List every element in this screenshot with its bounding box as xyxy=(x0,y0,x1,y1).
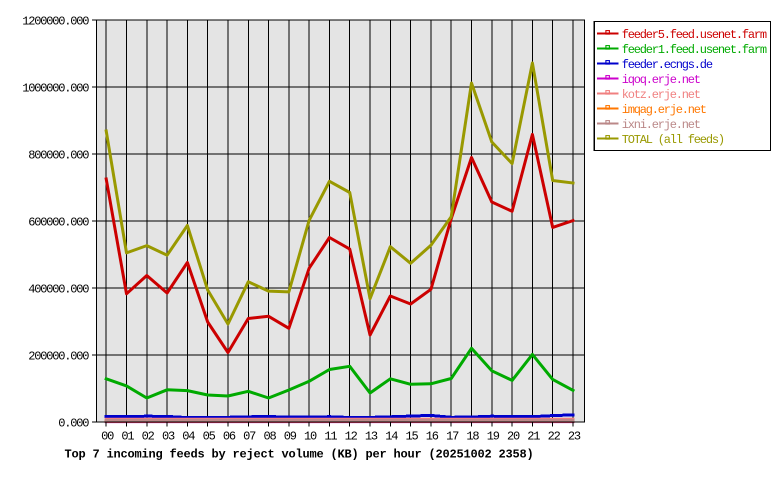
svg-text:imqag.erje.net: imqag.erje.net xyxy=(622,103,706,117)
svg-text:03: 03 xyxy=(162,430,175,444)
svg-text:01: 01 xyxy=(121,430,134,444)
svg-text:18: 18 xyxy=(466,430,479,444)
svg-text:ixni.erje.net: ixni.erje.net xyxy=(622,118,700,132)
svg-text:feeder.ecngs.de: feeder.ecngs.de xyxy=(622,58,713,72)
svg-text:05: 05 xyxy=(203,430,216,444)
svg-text:06: 06 xyxy=(223,430,236,444)
svg-text:04: 04 xyxy=(182,430,195,444)
svg-text:19: 19 xyxy=(487,430,500,444)
svg-text:07: 07 xyxy=(243,430,256,444)
svg-text:kotz.erje.net: kotz.erje.net xyxy=(622,88,700,102)
svg-text:15: 15 xyxy=(406,430,419,444)
svg-text:1200000.000: 1200000.000 xyxy=(22,15,89,29)
svg-text:600000.000: 600000.000 xyxy=(28,216,89,230)
svg-text:1000000.000: 1000000.000 xyxy=(22,82,89,96)
svg-text:TOTAL (all feeds): TOTAL (all feeds) xyxy=(622,133,724,147)
svg-text:13: 13 xyxy=(365,430,378,444)
svg-text:11: 11 xyxy=(324,430,337,444)
svg-text:800000.000: 800000.000 xyxy=(28,149,89,163)
svg-text:02: 02 xyxy=(142,430,155,444)
svg-text:feeder5.feed.usenet.farm: feeder5.feed.usenet.farm xyxy=(622,28,767,42)
svg-text:08: 08 xyxy=(263,430,276,444)
svg-text:16: 16 xyxy=(426,430,439,444)
svg-text:12: 12 xyxy=(345,430,358,444)
svg-text:Top 7 incoming feeds by reject: Top 7 incoming feeds by reject volume (K… xyxy=(64,448,533,462)
svg-text:17: 17 xyxy=(446,430,459,444)
svg-text:10: 10 xyxy=(304,430,317,444)
svg-text:200000.000: 200000.000 xyxy=(28,350,89,364)
svg-text:14: 14 xyxy=(385,430,398,444)
svg-text:400000.000: 400000.000 xyxy=(28,283,89,297)
svg-text:21: 21 xyxy=(527,430,540,444)
svg-text:22: 22 xyxy=(548,430,561,444)
svg-text:20: 20 xyxy=(507,430,520,444)
svg-text:23: 23 xyxy=(568,430,581,444)
svg-text:iqoq.erje.net: iqoq.erje.net xyxy=(622,73,700,87)
svg-text:0.000: 0.000 xyxy=(58,417,89,431)
svg-text:feeder1.feed.usenet.farm: feeder1.feed.usenet.farm xyxy=(622,43,767,57)
svg-text:00: 00 xyxy=(101,430,114,444)
svg-text:09: 09 xyxy=(284,430,297,444)
